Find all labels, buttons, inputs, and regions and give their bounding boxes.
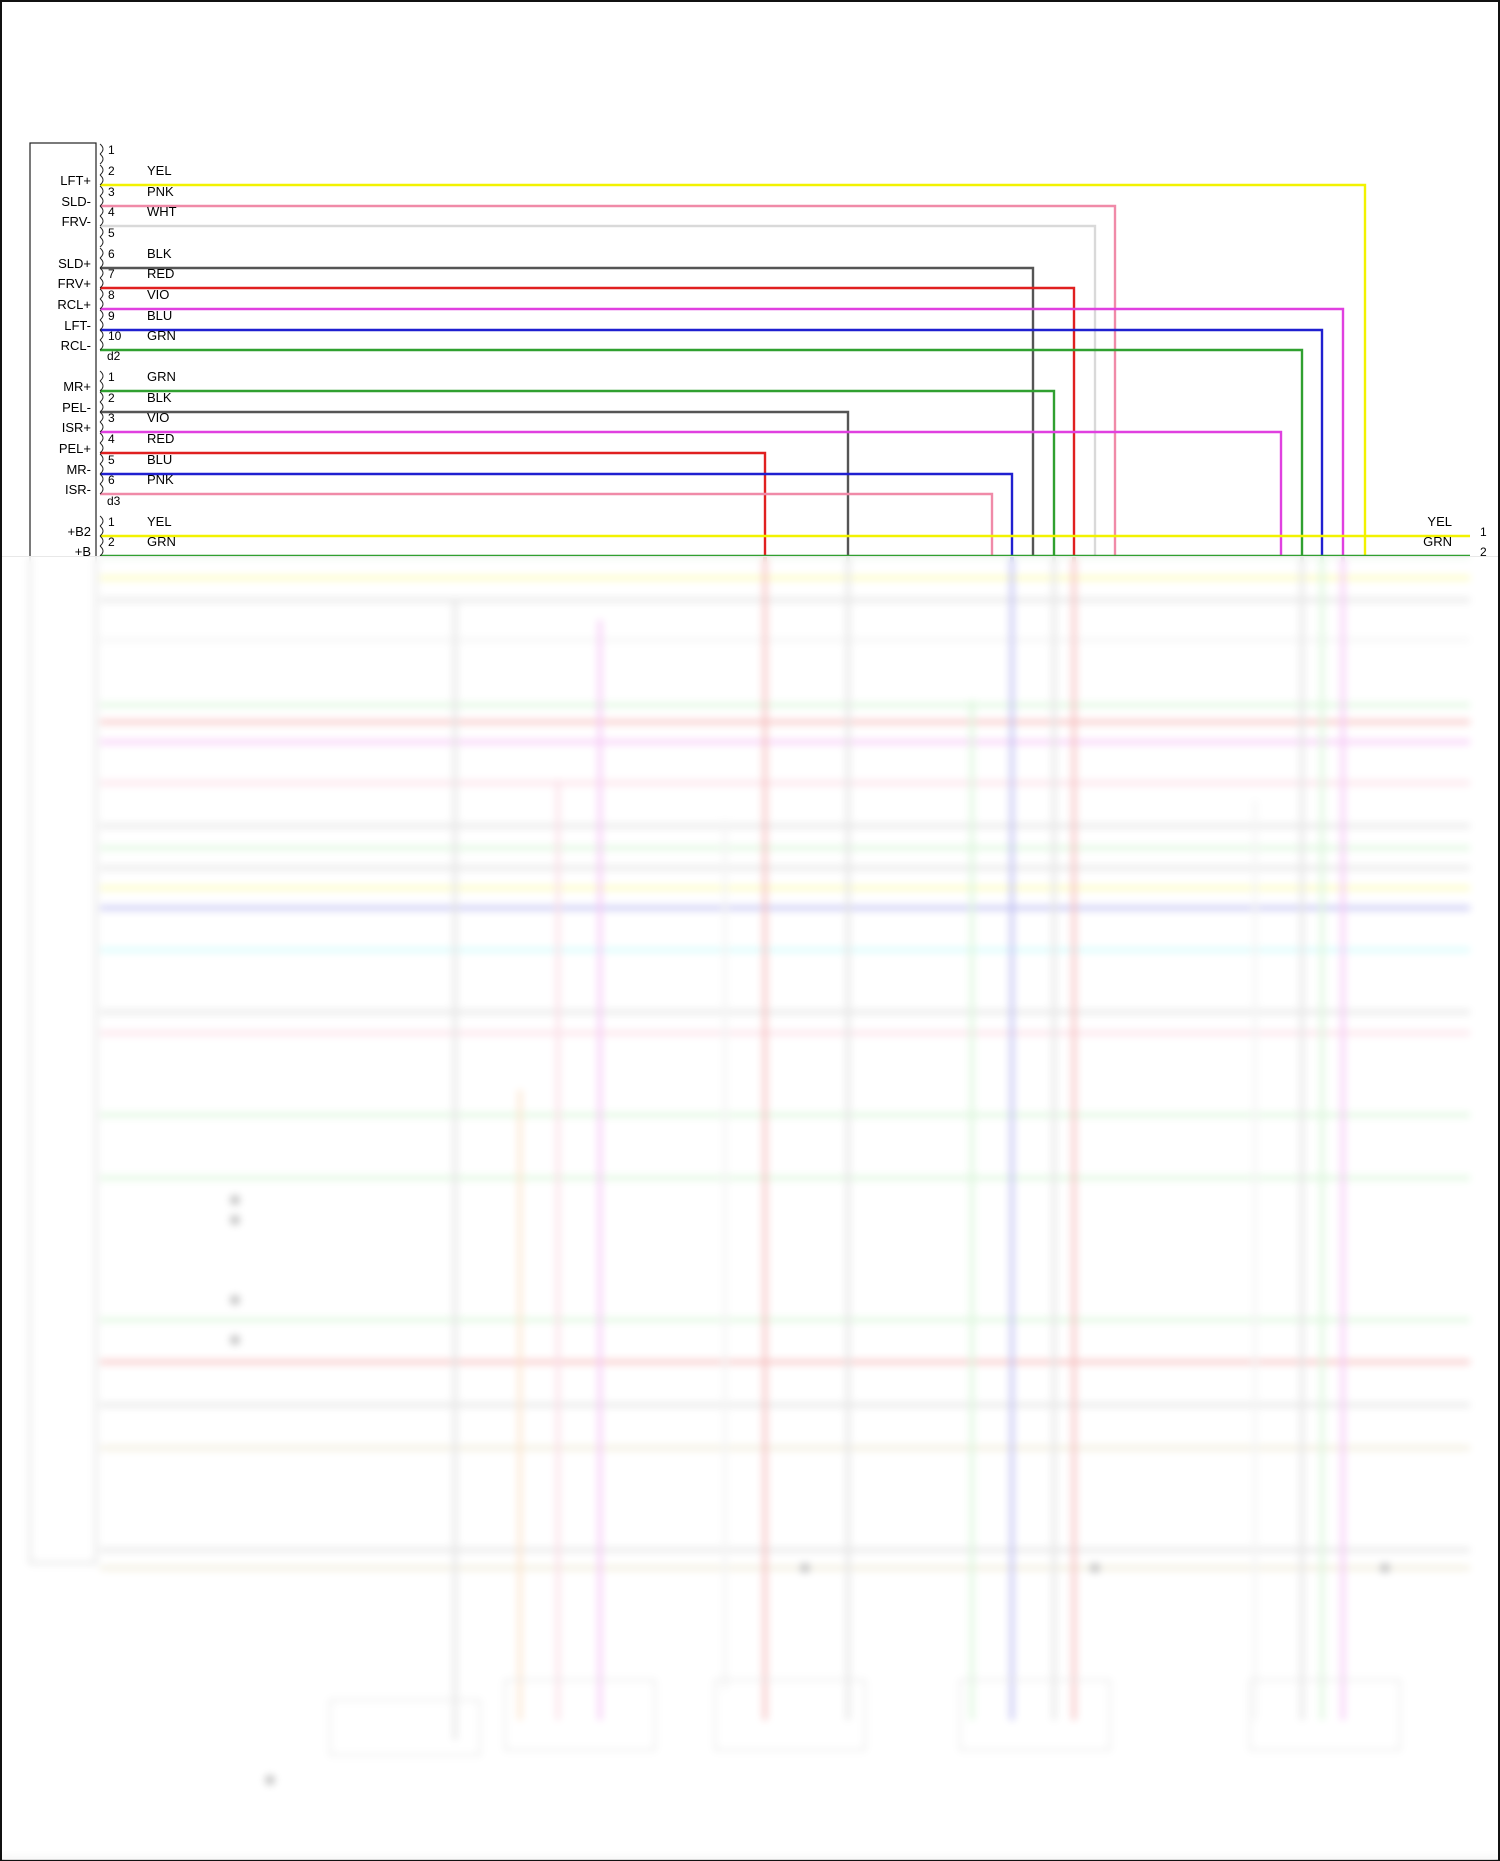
pin-bracket: [99, 453, 104, 475]
signal-label: LFT+: [60, 173, 91, 188]
pin-bracket: [99, 515, 104, 537]
right-pin-number: 1: [1480, 525, 1487, 539]
signal-label: FRV+: [58, 276, 91, 291]
wire-color-label: WHT: [147, 204, 177, 219]
pin-number: 4: [108, 432, 115, 446]
wire-color-label: BLU: [147, 308, 172, 323]
wire-blk: [100, 266, 1035, 556]
wire-color-label: BLK: [147, 246, 172, 261]
pin-bracket: [99, 267, 104, 289]
signal-label: ISR-: [65, 482, 91, 497]
pin-bracket: [99, 205, 104, 227]
pin-number: 2: [108, 535, 115, 549]
signal-label: MR+: [63, 379, 91, 394]
pin-number: 6: [108, 247, 115, 261]
signal-label: ISR+: [62, 420, 91, 435]
wire-vio: [100, 430, 1283, 556]
wire-color-label: VIO: [147, 287, 169, 302]
signal-label: SLD+: [58, 256, 91, 271]
wire-color-label: BLK: [147, 390, 172, 405]
wire-blu: [100, 472, 1014, 556]
signal-label: +B: [75, 544, 91, 559]
wire-red: [100, 451, 767, 556]
pin-number: 1: [108, 143, 115, 157]
wire-color-label: GRN: [147, 328, 176, 343]
connector-end-label: d3: [107, 494, 121, 508]
wire-pnk: [100, 204, 1117, 556]
signal-label: RCL+: [57, 297, 91, 312]
wire-color-label: RED: [147, 431, 174, 446]
signal-label: PEL-: [62, 400, 91, 415]
signal-label: FRV-: [62, 214, 91, 229]
pin-number: 8: [108, 288, 115, 302]
wire-color-label: PNK: [147, 184, 174, 199]
blurred-region: [2, 556, 1498, 1860]
pin-number: 5: [108, 453, 115, 467]
pin-number: 2: [108, 391, 115, 405]
pin-bracket: [99, 370, 104, 392]
connector-pin-labels: 1 2 LFT+ YEL 3 SLD- PNK 4 FRV- WHT 5 6 SLD+ BLK 7 FRV+ R…: [57, 143, 1487, 559]
pin-number: 5: [108, 226, 115, 240]
wire-color-label: YEL: [147, 163, 172, 178]
pin-bracket: [99, 473, 104, 495]
pin-number: 2: [108, 164, 115, 178]
wire-vio: [100, 307, 1345, 556]
signal-label: PEL+: [59, 441, 91, 456]
pin-number: 3: [108, 185, 115, 199]
right-wire-color-label: YEL: [1427, 514, 1452, 529]
wire-color-label: BLU: [147, 452, 172, 467]
pin-number: 4: [108, 205, 115, 219]
pin-bracket: [99, 185, 104, 207]
signal-label: MR-: [66, 462, 91, 477]
signal-label: RCL-: [61, 338, 91, 353]
wire-yel: [100, 183, 1367, 556]
pin-number: 1: [108, 370, 115, 384]
pin-bracket: [99, 164, 104, 186]
wire-blu: [100, 328, 1324, 556]
right-pin-number: 2: [1480, 545, 1487, 559]
pin-bracket: [99, 288, 104, 310]
pin-number: 1: [108, 515, 115, 529]
pin-number: 6: [108, 473, 115, 487]
wire-color-label: YEL: [147, 514, 172, 529]
pin-bracket: [99, 432, 104, 454]
wire-color-label: RED: [147, 266, 174, 281]
wire-red: [100, 286, 1076, 556]
wire-grn: [100, 348, 1304, 556]
wire-color-label: GRN: [147, 369, 176, 384]
signal-label: +B2: [68, 524, 92, 539]
pin-number: 7: [108, 267, 115, 281]
pin-bracket: [99, 535, 104, 557]
wire-color-label: GRN: [147, 534, 176, 549]
pin-bracket: [99, 226, 104, 248]
signal-label: LFT-: [64, 318, 91, 333]
pin-bracket: [99, 329, 104, 351]
pin-number: 10: [108, 329, 122, 343]
wire-grn: [100, 389, 1056, 556]
pin-bracket: [99, 143, 104, 165]
pin-number: 3: [108, 411, 115, 425]
wire-wht: [100, 224, 1097, 556]
signal-label: SLD-: [61, 194, 91, 209]
wire-blk: [100, 410, 850, 556]
pin-bracket: [99, 247, 104, 269]
pin-bracket: [99, 391, 104, 413]
pin-number: 9: [108, 309, 115, 323]
wire-color-label: VIO: [147, 410, 169, 425]
right-wire-color-label: GRN: [1423, 534, 1452, 549]
pin-bracket: [99, 309, 104, 331]
connector-end-label: d2: [107, 349, 121, 363]
wire-color-label: PNK: [147, 472, 174, 487]
pin-bracket: [99, 411, 104, 433]
